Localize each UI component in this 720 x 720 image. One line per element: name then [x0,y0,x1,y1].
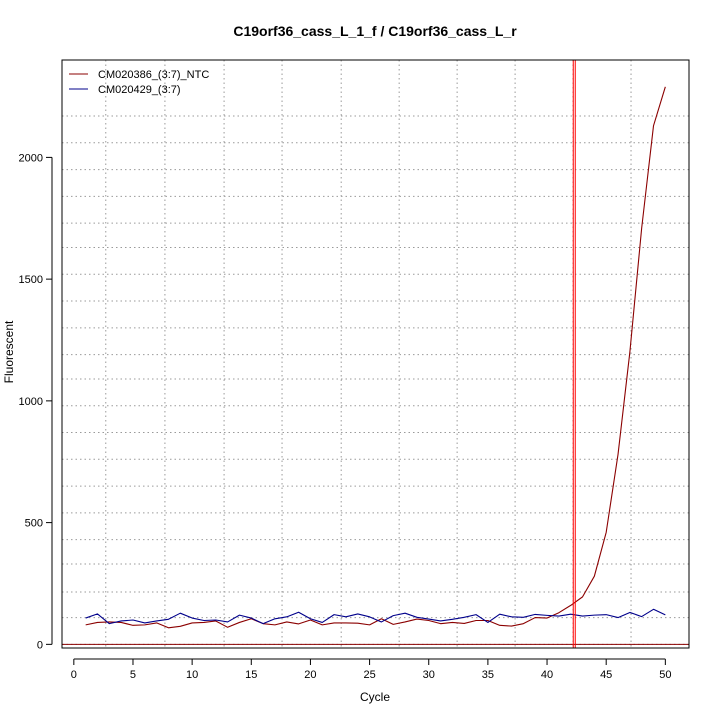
legend-label: CM020429_(3:7) [98,84,181,96]
plot-frame [61,59,690,649]
x-axis-label: Cycle [360,690,390,704]
series-lines [85,86,666,629]
y-tick-label: 1000 [19,396,43,408]
y-tick-label: 1500 [19,274,43,286]
series-line-2 [85,608,666,625]
x-tick-label: 25 [363,669,375,681]
y-tick-label: 0 [37,639,43,651]
x-tick-label: 45 [600,669,612,681]
x-tick-label: 5 [130,669,136,681]
reference-lines [62,60,689,648]
x-tick-label: 15 [245,669,257,681]
legend: CM020386_(3:7)_NTC CM020429_(3:7) [69,69,209,96]
x-tick-label: 50 [659,669,671,681]
x-tick-label: 30 [423,669,435,681]
grid-lines [62,60,689,648]
x-tick-label: 10 [186,669,198,681]
legend-label: CM020386_(3:7)_NTC [98,69,209,81]
x-tick-label: 40 [541,669,553,681]
x-tick-label: 0 [71,669,77,681]
y-axis-label: Fluorescent [2,320,16,383]
series-line-1 [85,86,666,629]
y-tick-label: 500 [25,518,43,530]
y-tick-label: 2000 [19,152,43,164]
x-tick-label: 20 [304,669,316,681]
chart-title: C19orf36_cass_L_1_f / C19orf36_cass_L_r [233,23,517,39]
x-tick-label: 35 [482,669,494,681]
